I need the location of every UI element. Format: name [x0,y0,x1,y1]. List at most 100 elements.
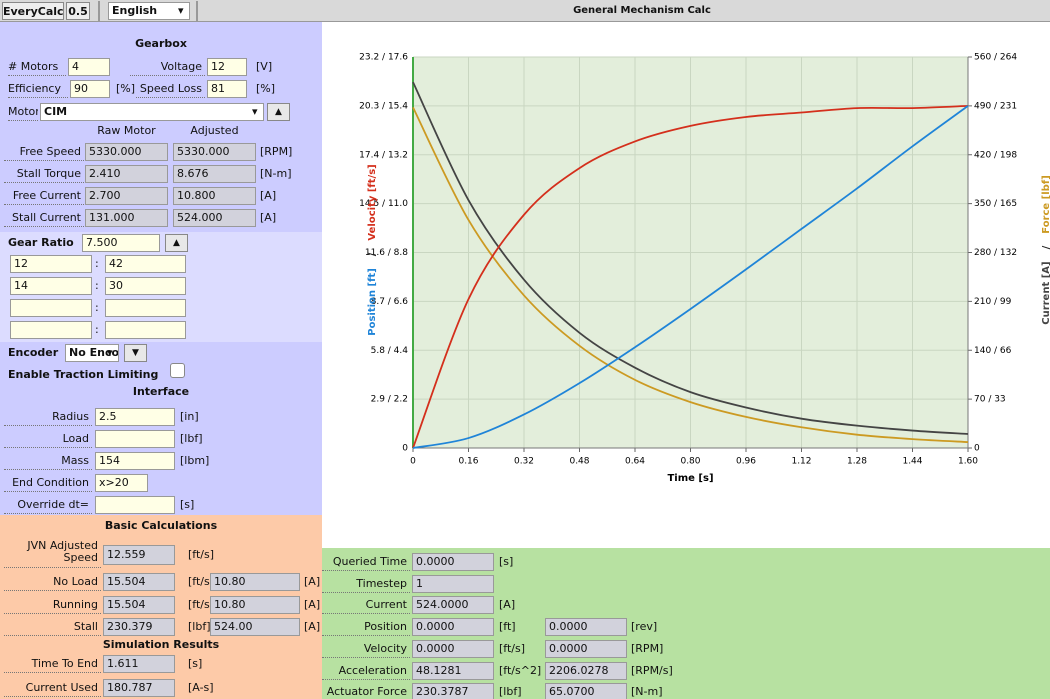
input[interactable]: 65.0700 [545,683,627,699]
label: Stall [4,618,101,636]
input[interactable]: 14 [10,277,92,295]
y2-tick-label: 490 / 231 [974,101,1017,111]
input[interactable]: 12 [207,58,247,76]
label: [%] [116,82,136,95]
button[interactable]: ▼ [124,344,147,362]
input[interactable]: 524.000 [173,209,256,227]
input[interactable] [10,321,92,339]
input[interactable]: 4 [68,58,110,76]
select[interactable]: CIM [40,103,264,121]
x-tick-label: 1.28 [847,457,867,467]
button[interactable]: ▲ [267,103,290,121]
input[interactable]: 2.5 [95,408,175,426]
y2-tick-label: 280 / 132 [974,248,1017,258]
input[interactable]: 10.800 [173,187,256,205]
input[interactable]: 7.500 [82,234,160,252]
label: Timestep [322,575,410,593]
select[interactable]: English [108,2,190,20]
label: Current Used [4,679,101,697]
input[interactable]: x>20 [95,474,148,492]
input[interactable]: 2206.0278 [545,662,627,680]
input[interactable]: 2.410 [85,165,168,183]
y-tick-label: 0 [402,444,408,454]
label: Mass [4,452,92,470]
input[interactable]: 2.700 [85,187,168,205]
label: Gear Ratio [8,236,74,249]
label: # Motors [8,58,66,76]
input[interactable]: 12 [10,255,92,273]
input[interactable] [105,299,186,317]
x-tick-label: 0.48 [569,457,589,467]
input[interactable]: 1.611 [103,655,175,673]
input[interactable]: 154 [95,452,175,470]
label: [RPM] [260,145,293,158]
label: Stall Torque [4,165,84,183]
y2-tick-label: 70 / 33 [974,395,1006,405]
label: Basic Calculations [104,519,218,532]
input[interactable]: 0.0000 [412,618,494,636]
label: [%] [256,82,276,95]
x-tick-label: 0.64 [625,457,645,467]
label: [N-m] [631,685,663,698]
y2-tick-label: 420 / 198 [974,150,1017,160]
label: Queried Time [322,553,410,571]
checkbox[interactable] [170,363,185,378]
input[interactable]: 10.80 [210,596,300,614]
input[interactable] [105,321,186,339]
app-name: EveryCalc [2,2,64,20]
input[interactable]: 48.1281 [412,662,494,680]
input[interactable]: 30 [105,277,186,295]
label: [lbm] [180,454,210,467]
section [0,0,1050,22]
input[interactable]: 0.0000 [412,640,494,658]
label: Raw Motor [97,124,156,137]
input[interactable]: 5330.000 [173,143,256,161]
input[interactable] [10,299,92,317]
line-series [412,104,969,449]
input[interactable]: 180.787 [103,679,175,697]
input[interactable]: 81 [207,80,247,98]
input[interactable]: 0.0000 [545,640,627,658]
input[interactable] [95,430,175,448]
input[interactable]: 0.0000 [412,553,494,571]
label: Running [4,596,101,614]
input[interactable]: 230.3787 [412,683,494,699]
line-series [412,105,969,449]
input[interactable]: 1 [412,575,494,593]
x-tick-label: 1.60 [958,457,978,467]
divider [196,1,198,21]
label: Efficiency [8,80,68,98]
axis-label-part: Force [lbf] [1041,175,1050,234]
input[interactable]: 15.504 [103,573,175,591]
label: JVN Adjusted Speed [4,540,101,568]
input[interactable]: 15.504 [103,596,175,614]
input[interactable]: 8.676 [173,165,256,183]
label: No Load [4,573,101,591]
input[interactable]: 5330.000 [85,143,168,161]
label: Gearbox [135,37,187,50]
input[interactable]: 10.80 [210,573,300,591]
input[interactable]: 524.0000 [412,596,494,614]
label: Motor [8,103,38,121]
button[interactable]: ▲ [165,234,188,252]
label: Stall Current [4,209,84,227]
input[interactable]: 524.00 [210,618,300,636]
label: Free Speed [4,143,84,161]
x-tick-label: 1.12 [791,457,811,467]
input[interactable]: 230.379 [103,618,175,636]
label: [A] [260,189,277,202]
label: [V] [256,60,273,73]
label: Free Current [4,187,84,205]
input[interactable]: 0.0000 [545,618,627,636]
input[interactable]: 12.559 [103,545,175,565]
line-series [412,106,969,443]
label: Encoder [8,346,59,359]
axis-label-part: Position [ft] [367,268,378,336]
label: [A] [304,620,321,633]
input[interactable]: 131.000 [85,209,168,227]
select[interactable]: No Encode [65,344,119,362]
input[interactable]: 42 [105,255,186,273]
y2-tick-label: 350 / 165 [974,199,1017,209]
input[interactable] [95,496,175,514]
input[interactable]: 90 [70,80,110,98]
